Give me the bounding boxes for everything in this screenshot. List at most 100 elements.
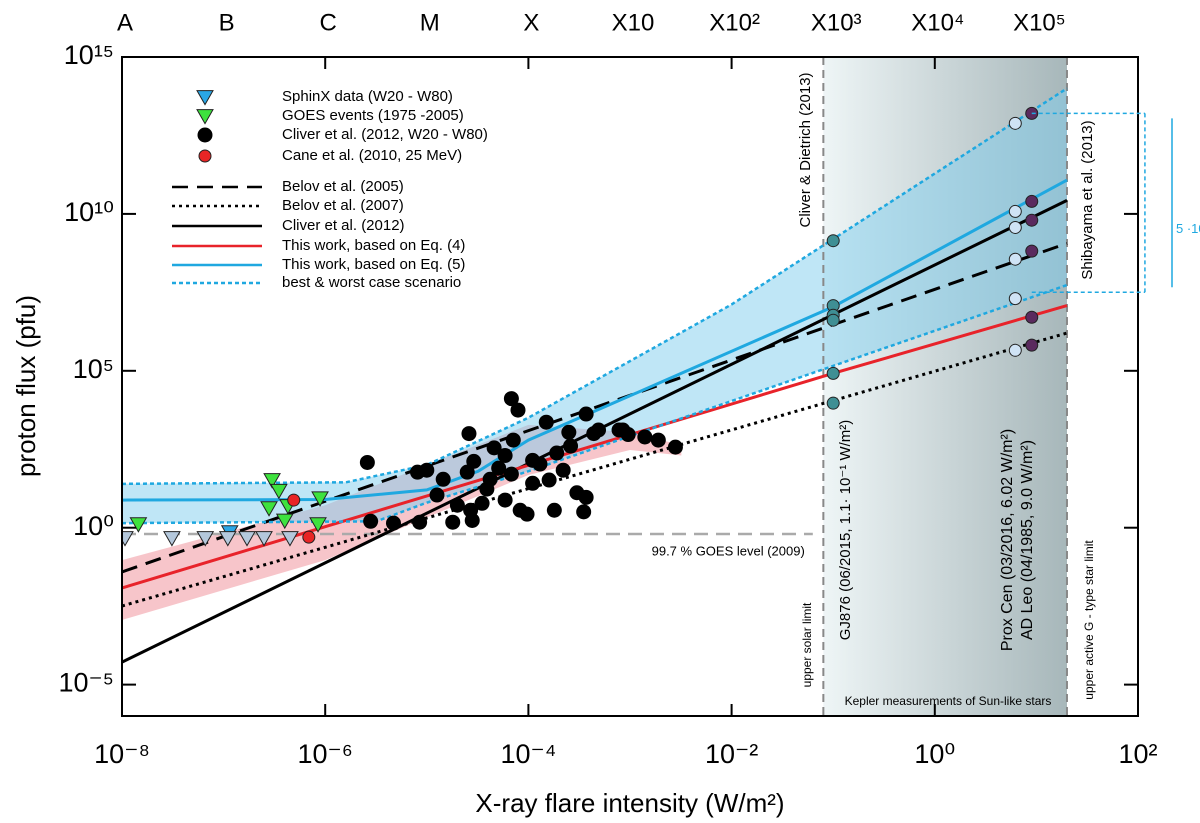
x-axis-label: X-ray flare intensity (W/m²) — [475, 788, 784, 818]
annotation: Kepler measurements of Sun-like stars — [845, 694, 1052, 708]
circle-marker — [505, 432, 521, 448]
annotation: AD Leo (04/1985, 9.0 W/m²) — [1019, 440, 1036, 640]
triangle-marker — [255, 531, 273, 547]
legend-label: Cliver et al. (2012) — [282, 217, 405, 234]
circle-marker — [561, 424, 577, 440]
y-tick-label: 10⁻⁵ — [59, 668, 114, 698]
circle-marker — [1025, 244, 1039, 258]
circle-marker — [826, 234, 840, 248]
legend-label: Cane et al. (2010, 25 MeV) — [282, 147, 462, 164]
circle-marker — [650, 432, 666, 448]
circle-marker — [576, 504, 592, 520]
circle-marker — [1008, 252, 1022, 266]
triangle-marker — [263, 473, 281, 489]
circle-marker — [549, 445, 565, 461]
circle-marker — [519, 506, 535, 522]
legend-label: SphinX data (W20 - W80) — [282, 88, 453, 105]
circle-marker — [525, 452, 541, 468]
circle-marker — [1025, 338, 1039, 352]
x-tick-label: 10⁻⁶ — [297, 739, 352, 769]
circle-marker — [459, 464, 475, 480]
circle-marker — [497, 492, 513, 508]
x-tick-label: 10⁰ — [914, 739, 955, 769]
legend-label: This work, based on Eq. (5) — [282, 256, 465, 273]
circle-marker — [1008, 204, 1022, 218]
circle-marker — [466, 453, 482, 469]
class-label: C — [320, 9, 337, 36]
circle-marker — [302, 530, 316, 544]
class-label: X10 — [612, 9, 655, 36]
triangle-marker — [281, 531, 299, 547]
circle-marker — [197, 127, 213, 143]
circle-marker — [463, 502, 479, 518]
x-tick-label: 10⁻⁴ — [500, 739, 556, 769]
circle-marker — [591, 422, 607, 438]
circle-marker — [503, 391, 519, 407]
circle-marker — [445, 514, 461, 530]
triangle-marker — [163, 531, 181, 547]
circle-marker — [449, 497, 465, 513]
legend-label: Belov et al. (2007) — [282, 197, 404, 214]
triangle-marker — [270, 483, 288, 500]
annotation: upper active G - type star limit — [1082, 540, 1096, 700]
annotation: upper solar limit — [800, 602, 814, 687]
circle-marker — [826, 313, 840, 327]
circle-marker — [359, 454, 375, 470]
circle-marker — [482, 471, 498, 487]
fit-line — [122, 241, 1068, 574]
circle-marker — [419, 462, 435, 478]
circle-marker — [461, 426, 477, 442]
overlay: 99.7 % GOES level (2009) 5 ·10⁵ 10⁻⁸ 10⁻⁶ 10… — [59, 9, 1200, 769]
circle-marker — [538, 414, 554, 430]
class-label: A — [117, 9, 133, 36]
circle-marker — [503, 466, 519, 482]
circle-marker — [1025, 194, 1039, 208]
circle-marker — [510, 402, 526, 418]
triangle-marker — [196, 531, 215, 547]
goes-level-label: 99.7 % GOES level (2009) — [652, 543, 805, 558]
circle-marker — [1008, 220, 1022, 234]
annotation: GJ876 (06/2015, 1.1· 10⁻¹ W/m²) — [837, 420, 854, 641]
triangle-marker — [122, 531, 134, 547]
y-tick-label: 10⁰ — [73, 511, 114, 541]
circle-marker — [563, 438, 579, 454]
circle-marker — [826, 366, 840, 380]
circle-marker — [435, 471, 451, 487]
class-label: M — [420, 9, 440, 36]
circle-marker — [525, 475, 541, 491]
circle-marker — [578, 489, 594, 505]
triangle-marker — [311, 491, 329, 507]
circle-marker — [1008, 292, 1022, 306]
class-label: X10² — [709, 9, 760, 36]
circle-marker — [541, 472, 557, 488]
class-label: X10⁵ — [1013, 9, 1066, 36]
triangle-marker — [238, 531, 256, 547]
y-tick-label: 10¹⁰ — [64, 197, 114, 227]
legend-label: GOES events (1975 -2005) — [282, 107, 464, 124]
circle-marker — [620, 427, 636, 443]
circle-marker — [385, 515, 401, 531]
circle-marker — [637, 429, 653, 445]
triangle-marker — [218, 531, 237, 547]
circle-marker — [826, 396, 840, 410]
circle-marker — [198, 149, 212, 163]
fit-line — [122, 87, 1068, 486]
circle-marker — [1008, 343, 1022, 357]
x-tick-label: 10⁻² — [705, 739, 758, 769]
circle-marker — [546, 502, 562, 518]
circle-marker — [486, 440, 502, 456]
annotation: Shibayama et al. (2013) — [1079, 120, 1096, 279]
circle-marker — [287, 493, 301, 507]
circle-marker — [1025, 310, 1039, 324]
class-label: X10⁴ — [911, 9, 964, 36]
triangle-marker — [196, 109, 214, 125]
legend-label: This work, based on Eq. (4) — [282, 237, 465, 254]
circle-marker — [412, 514, 428, 530]
fit-line — [122, 331, 1068, 608]
legend-label: Belov et al. (2005) — [282, 178, 404, 195]
y-tick-label: 10⁵ — [73, 354, 114, 384]
triangle-marker — [129, 517, 148, 533]
plot-frame — [121, 56, 1139, 717]
